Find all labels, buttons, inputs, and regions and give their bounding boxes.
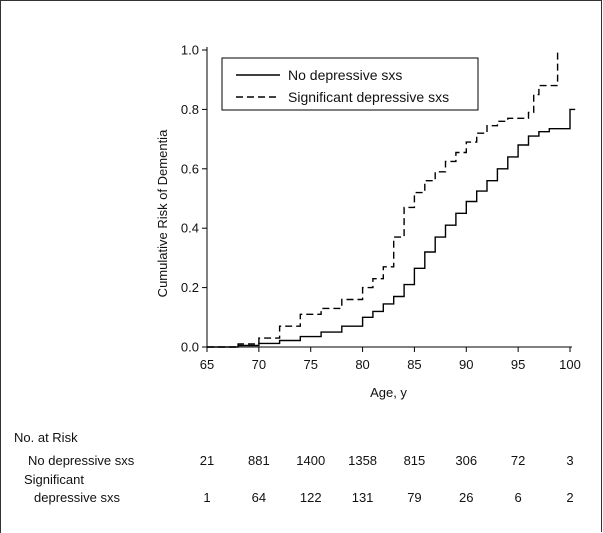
series-line-1 [207, 108, 576, 348]
axes: 65 70 75 80 85 90 95 100 0.0 0.2 0.4 0.6 0.8 1.0 Age, … [155, 43, 581, 401]
legend-label-1: No depressive sxs [288, 67, 402, 83]
x-tick-label: 85 [407, 357, 421, 372]
risk-cell: 3 [566, 453, 573, 468]
x-tick-label: 100 [559, 357, 581, 372]
risk-cell: 2 [566, 490, 573, 505]
risk-cell: 815 [404, 453, 426, 468]
y-tick-label: 0.2 [181, 280, 199, 295]
risk-row-label: depressive sxs [34, 490, 120, 505]
series-line-2 [207, 50, 559, 348]
x-axis-label: Age, y [370, 385, 407, 400]
y-tick-label: 0.6 [181, 161, 199, 176]
risk-cell: 21 [200, 453, 214, 468]
risk-cell: 131 [352, 490, 374, 505]
risk-cell: 306 [455, 453, 477, 468]
x-tick-label: 70 [252, 357, 266, 372]
risk-cell: 72 [511, 453, 525, 468]
x-tick-label: 90 [459, 357, 473, 372]
x-tick-label: 80 [355, 357, 369, 372]
x-tick-label: 95 [511, 357, 525, 372]
risk-cell: 1358 [348, 453, 377, 468]
y-tick-label: 0.4 [181, 221, 199, 236]
y-tick-label: 1.0 [181, 43, 199, 58]
legend-label-2: Significant depressive sxs [288, 89, 449, 105]
x-tick-label: 75 [303, 357, 317, 372]
series-group [207, 50, 576, 348]
legend: No depressive sxs Significant depressive … [221, 57, 479, 111]
risk-table-title: No. at Risk [14, 430, 78, 445]
y-tick-label: 0.8 [181, 102, 199, 117]
risk-cell: 1400 [296, 453, 325, 468]
risk-cell: 881 [248, 453, 270, 468]
risk-cell: 1 [203, 490, 210, 505]
risk-cell: 64 [252, 490, 266, 505]
risk-cell: 79 [407, 490, 421, 505]
y-tick-label: 0.0 [181, 340, 199, 355]
risk-row-label: No depressive sxs [28, 453, 135, 468]
figure-frame-left-border [0, 0, 1, 533]
y-axis-label: Cumulative Risk of Dementia [155, 129, 170, 297]
risk-cell: 26 [459, 490, 473, 505]
x-tick-label: 65 [200, 357, 214, 372]
risk-cell: 122 [300, 490, 322, 505]
risk-cell: 6 [515, 490, 522, 505]
risk-row-label: Significant [24, 472, 84, 487]
legend-box [221, 57, 479, 111]
